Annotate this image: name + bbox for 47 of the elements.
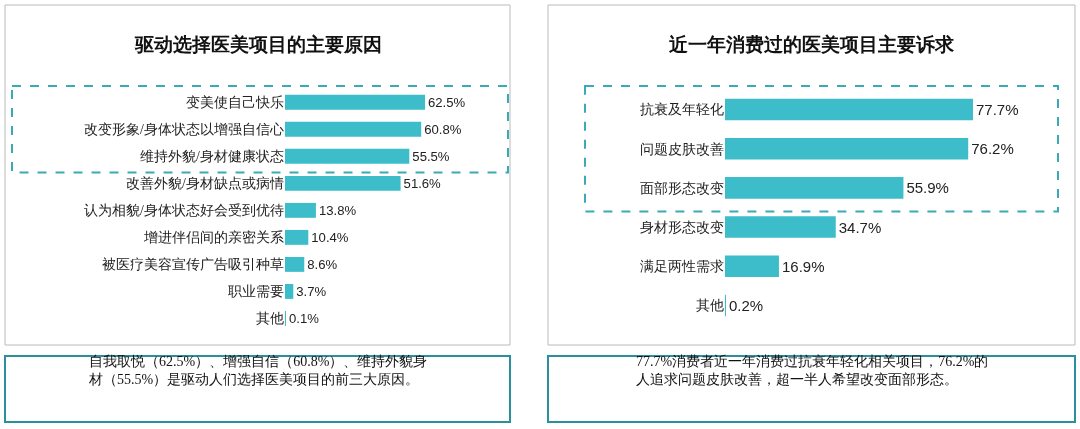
data-label: 77.7% xyxy=(976,101,1019,118)
data-label: 51.6% xyxy=(403,176,442,192)
bar xyxy=(725,255,779,277)
data-label: 62.5% xyxy=(428,95,466,111)
y-tick-label: 增进伴侣间的亲密关系 xyxy=(143,230,284,246)
y-tick-label: 变美使自己快乐 xyxy=(186,95,284,111)
y-tick-label: 抗衰及年轻化 xyxy=(640,102,724,118)
chart-title: 近一年消费过的医美项目主要诉求 xyxy=(668,34,955,55)
bar xyxy=(285,229,309,245)
data-label: 0.1% xyxy=(289,311,320,327)
bar xyxy=(285,94,425,110)
y-tick-label: 维持外貌/身材健康状态 xyxy=(140,149,284,165)
data-label: 55.9% xyxy=(906,179,949,197)
bar xyxy=(725,137,969,160)
data-label: 55.5% xyxy=(412,149,450,165)
bar xyxy=(285,202,316,218)
data-label: 13.8% xyxy=(318,203,357,219)
chart-title: 驱动选择医美项目的主要原因 xyxy=(134,34,382,55)
data-label: 76.2% xyxy=(971,140,1014,158)
bar xyxy=(725,177,904,199)
data-label: 16.9% xyxy=(781,257,825,275)
y-tick-label: 身材形态改变 xyxy=(640,219,724,235)
bar xyxy=(725,216,836,238)
bar xyxy=(285,256,305,272)
y-tick-label: 满足两性需求 xyxy=(640,259,724,275)
y-tick-label: 面部形态改变 xyxy=(640,180,724,196)
text: 77.7%消费者近一年消费过抗衰年轻化相关项目，76.2%的人追求问题皮肤改善，超一半人希望改变面部形态。 xyxy=(636,354,989,388)
y-tick-label: 认为相貌/身体状态好会受到优待 xyxy=(84,203,284,219)
bar xyxy=(285,284,294,299)
data-label: 60.8% xyxy=(424,122,462,138)
bar xyxy=(285,121,422,137)
y-tick-label: 问题皮肤改善 xyxy=(640,140,724,157)
text: 自我取悦（62.5%）、增强自信（60.8%）、维持外貌身材（55.5%）是驱动人们选择医美项目的前三大原因。 xyxy=(88,354,428,388)
bar xyxy=(725,98,973,121)
y-tick-label: 其他 xyxy=(696,298,724,314)
data-label: 10.4% xyxy=(311,230,349,246)
bar xyxy=(285,148,410,164)
data-label: 8.6% xyxy=(307,257,338,273)
bar xyxy=(285,175,401,191)
data-label: 34.7% xyxy=(838,218,882,236)
y-tick-label: 其他 xyxy=(256,311,284,327)
y-tick-label: 职业需要 xyxy=(228,284,284,300)
y-tick-label: 改变形象/身体状态以增强自信心 xyxy=(84,122,284,138)
data-label: 3.7% xyxy=(296,284,327,300)
data-label: 0.2% xyxy=(729,296,764,314)
y-tick-label: 被医疗美容宣传广告吸引种草 xyxy=(102,257,284,273)
y-tick-label: 改善外貌/身材缺点或病情 xyxy=(126,175,284,192)
